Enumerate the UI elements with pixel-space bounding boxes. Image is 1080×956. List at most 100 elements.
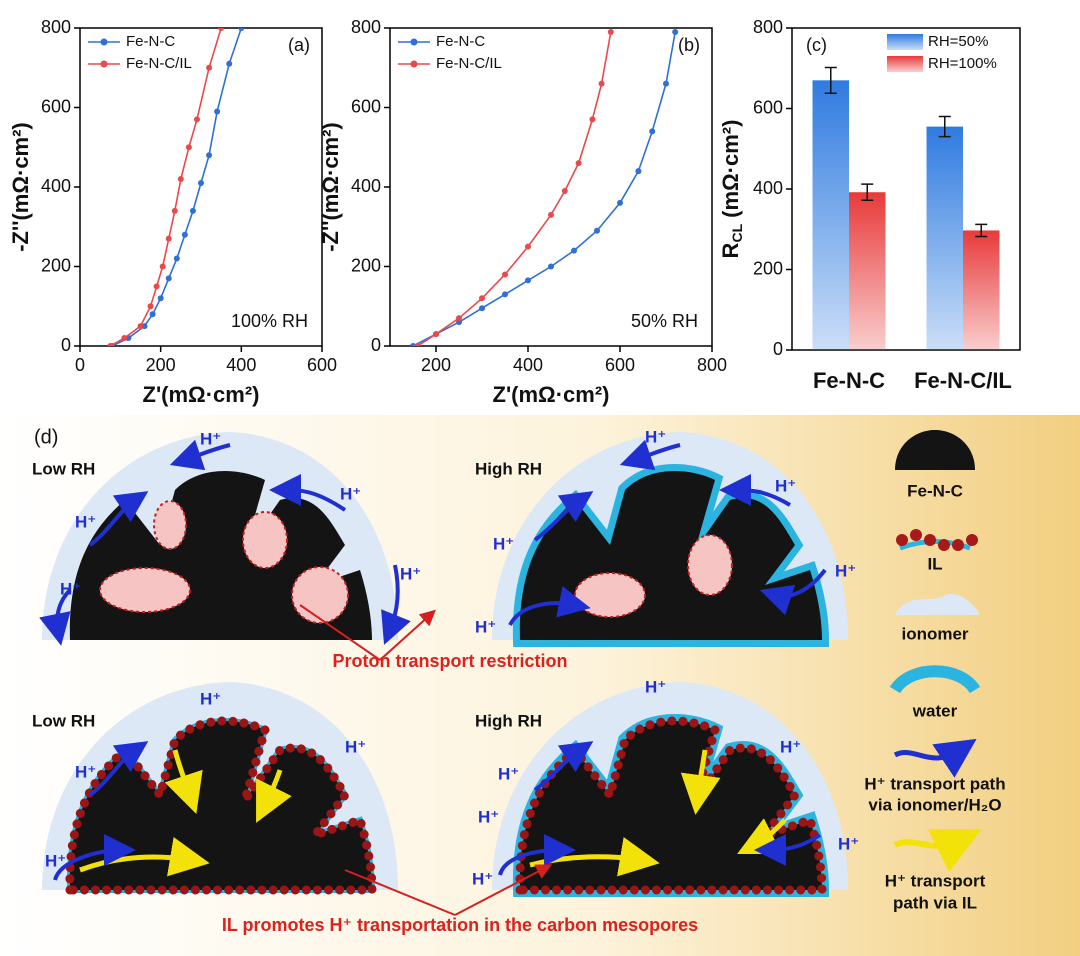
proton-label: H⁺ xyxy=(75,512,96,531)
callout: Proton transport restriction xyxy=(332,651,567,671)
point xyxy=(433,331,439,338)
point xyxy=(589,116,596,123)
series xyxy=(109,28,245,346)
point xyxy=(107,343,114,346)
point xyxy=(159,263,166,270)
series xyxy=(410,28,679,346)
line xyxy=(111,28,243,346)
point xyxy=(173,255,180,262)
x-axis-label: Z'(mΩ·cm²) xyxy=(493,382,610,407)
error-bar xyxy=(975,223,988,238)
legend-label: water xyxy=(912,701,958,720)
proton-label: H⁺ xyxy=(472,869,493,888)
point xyxy=(137,323,144,330)
proton-label: H⁺ xyxy=(400,564,421,583)
x-tick-label: 600 xyxy=(605,355,635,375)
legend-label: H⁺ transport path xyxy=(864,774,1005,793)
point xyxy=(672,28,679,35)
point xyxy=(502,291,508,298)
point xyxy=(177,176,184,183)
proton-label: H⁺ xyxy=(478,807,499,826)
y-tick-label: 0 xyxy=(61,335,71,355)
panel-title: Low RH xyxy=(32,711,95,730)
x-tick-label: 400 xyxy=(513,355,543,375)
y-label-unit: (mΩ·cm²) xyxy=(718,120,743,218)
panel-label: (b) xyxy=(678,35,700,55)
legend-swatch xyxy=(887,34,923,50)
y-tick-label: 400 xyxy=(753,178,783,198)
point xyxy=(561,187,568,194)
y-axis-label: -Z''(mΩ·cm²) xyxy=(318,122,343,252)
x-tick-label: Fe-N-C xyxy=(813,368,885,393)
panel-title: High RH xyxy=(475,711,542,730)
point xyxy=(198,180,204,187)
error-bar xyxy=(861,183,874,202)
legend-label: H⁺ transport xyxy=(885,871,986,890)
point xyxy=(206,64,213,71)
point xyxy=(635,168,642,175)
annotation: 100% RH xyxy=(231,311,308,331)
point xyxy=(525,243,531,250)
point xyxy=(594,227,600,234)
legend-marker xyxy=(100,38,108,46)
legend-label: RH=50% xyxy=(928,33,988,50)
point xyxy=(149,311,156,318)
y-axis-label: -Z''(mΩ·cm²) xyxy=(8,122,33,252)
y-axis-label: RCL (mΩ·cm²) xyxy=(718,120,745,259)
point xyxy=(193,116,200,123)
point xyxy=(525,277,531,284)
point xyxy=(414,343,421,346)
panel-label: (a) xyxy=(288,35,310,55)
panel-title: High RH xyxy=(475,459,542,478)
point xyxy=(548,211,554,218)
panel-high-rh xyxy=(492,432,848,640)
point xyxy=(663,80,669,87)
series xyxy=(414,28,614,346)
proton-label: H⁺ xyxy=(835,561,856,580)
point xyxy=(598,80,605,87)
proton-label: H⁺ xyxy=(60,579,81,598)
panel-low-rh xyxy=(39,432,411,646)
legend-marker xyxy=(100,60,108,68)
point xyxy=(165,235,172,242)
y-tick-label: 800 xyxy=(351,17,381,37)
legend-label: Fe-N-C xyxy=(907,481,963,500)
panel-label: (d) xyxy=(34,426,58,448)
point xyxy=(206,152,213,159)
point xyxy=(218,28,225,31)
point xyxy=(410,343,416,346)
point xyxy=(571,247,577,254)
point xyxy=(456,315,462,322)
proton-label: H⁺ xyxy=(838,834,859,853)
y-tick-label: 200 xyxy=(351,255,381,275)
y-label-main: R xyxy=(718,242,743,258)
x-axis-label: Z'(mΩ·cm²) xyxy=(143,382,260,407)
x-tick-label: 400 xyxy=(226,355,256,375)
y-tick-label: 200 xyxy=(41,255,71,275)
point xyxy=(226,60,233,67)
callout-arrow xyxy=(299,605,430,661)
x-tick-label: Fe-N-C/IL xyxy=(914,368,1012,393)
point xyxy=(157,295,164,302)
proton-label: H⁺ xyxy=(493,534,514,553)
legend-label: via ionomer/H₂O xyxy=(868,795,1001,814)
legend-label: ionomer xyxy=(901,624,968,643)
point xyxy=(189,207,196,214)
point xyxy=(185,144,192,151)
panel-label: (c) xyxy=(806,35,827,55)
proton-label: H⁺ xyxy=(780,737,801,756)
annotation: 50% RH xyxy=(631,311,698,331)
bar xyxy=(963,230,1000,350)
proton-label: H⁺ xyxy=(345,737,366,756)
y-tick-label: 600 xyxy=(41,96,71,116)
point xyxy=(121,335,128,342)
point xyxy=(502,271,508,278)
proton-label: H⁺ xyxy=(200,429,221,448)
callout: IL promotes H⁺ transportation in the car… xyxy=(222,915,698,935)
y-tick-label: 0 xyxy=(371,335,381,355)
proton-label: H⁺ xyxy=(498,764,519,783)
legend-label: Fe-N-C/IL xyxy=(436,55,502,72)
proton-label: H⁺ xyxy=(200,689,221,708)
y-tick-label: 600 xyxy=(351,96,381,116)
